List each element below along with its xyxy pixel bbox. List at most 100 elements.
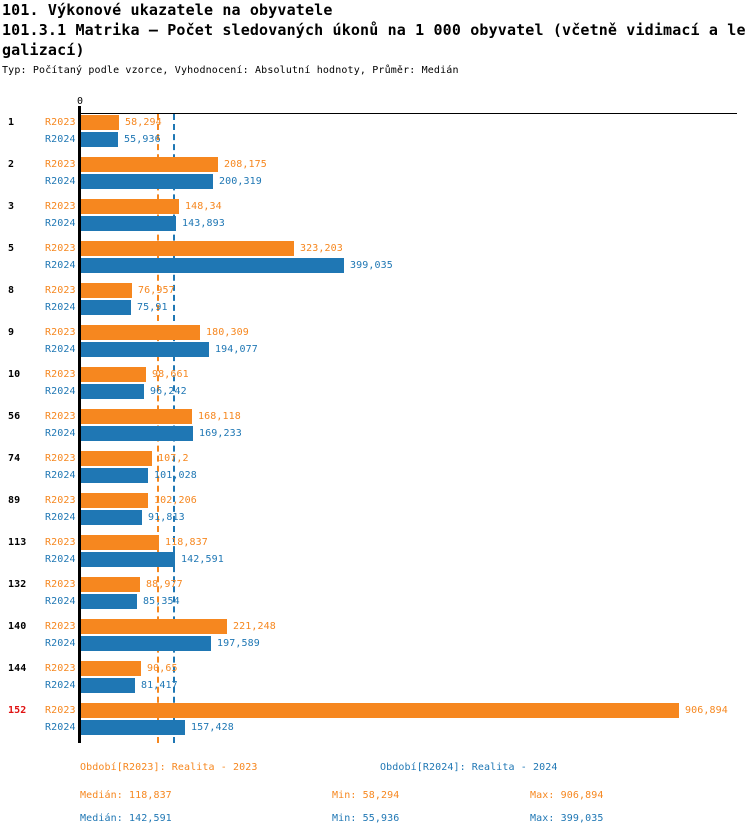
stat-min-r2023: Min: 58,294 — [332, 790, 400, 801]
series-label-r2023: R2023 — [45, 369, 76, 380]
series-label-r2024: R2024 — [45, 218, 76, 229]
bar-r2024 — [81, 510, 142, 525]
bar-r2024 — [81, 132, 118, 147]
y-axis-line — [78, 106, 81, 743]
series-label-r2023: R2023 — [45, 285, 76, 296]
chart-subtitle-line2: galizací) — [2, 41, 85, 59]
series-label-r2023: R2023 — [45, 411, 76, 422]
bar-r2024 — [81, 258, 344, 273]
bar-r2023 — [81, 115, 119, 130]
category-label: 74 — [8, 453, 21, 464]
bar-value-label: 55,936 — [124, 134, 161, 145]
bar-r2023 — [81, 199, 179, 214]
bar-value-label: 148,34 — [185, 201, 222, 212]
bar-value-label: 98,661 — [152, 369, 189, 380]
category-label: 113 — [8, 537, 27, 548]
bar-value-label: 85,354 — [143, 596, 180, 607]
series-label-r2024: R2024 — [45, 344, 76, 355]
bar-value-label: 323,203 — [300, 243, 343, 254]
series-label-r2024: R2024 — [45, 722, 76, 733]
bar-value-label: 168,118 — [198, 411, 241, 422]
stat-median-r2024: Medián: 142,591 — [80, 813, 172, 824]
stat-max-r2023: Max: 906,894 — [530, 790, 604, 801]
bar-value-label: 142,591 — [181, 554, 224, 565]
bar-r2023 — [81, 703, 679, 718]
bar-r2024 — [81, 426, 193, 441]
category-label: 8 — [8, 285, 15, 296]
bar-value-label: 399,035 — [350, 260, 393, 271]
category-label: 5 — [8, 243, 15, 254]
bar-r2024 — [81, 636, 211, 651]
series-label-r2024: R2024 — [45, 638, 76, 649]
series-label-r2023: R2023 — [45, 201, 76, 212]
bar-r2023 — [81, 619, 227, 634]
category-label: 152 — [8, 705, 27, 716]
category-label: 89 — [8, 495, 21, 506]
category-label: 3 — [8, 201, 15, 212]
bar-value-label: 208,175 — [224, 159, 267, 170]
bar-value-label: 81,417 — [141, 680, 178, 691]
series-label-r2024: R2024 — [45, 596, 76, 607]
bar-r2024 — [81, 384, 144, 399]
bar-value-label: 180,309 — [206, 327, 249, 338]
bar-r2023 — [81, 157, 218, 172]
bar-r2023 — [81, 325, 200, 340]
category-label: 144 — [8, 663, 27, 674]
series-label-r2023: R2023 — [45, 159, 76, 170]
category-label: 10 — [8, 369, 21, 380]
series-label-r2024: R2024 — [45, 512, 76, 523]
series-label-r2024: R2024 — [45, 554, 76, 565]
series-label-r2024: R2024 — [45, 260, 76, 271]
bar-r2024 — [81, 174, 213, 189]
series-label-r2023: R2023 — [45, 663, 76, 674]
bar-r2024 — [81, 678, 135, 693]
bar-r2024 — [81, 720, 185, 735]
category-label: 56 — [8, 411, 21, 422]
bar-r2023 — [81, 451, 152, 466]
bar-r2024 — [81, 552, 175, 567]
bar-value-label: 101,028 — [154, 470, 197, 481]
category-label: 140 — [8, 621, 27, 632]
series-label-r2024: R2024 — [45, 302, 76, 313]
series-label-r2024: R2024 — [45, 176, 76, 187]
category-label: 1 — [8, 117, 15, 128]
legend-r2024: Období[R2024]: Realita - 2024 — [380, 762, 558, 773]
bar-value-label: 96,242 — [150, 386, 187, 397]
bar-chart: 0 1 R2023 58,294 R2024 55,936 2 R2023 208,175 R2… — [0, 90, 750, 750]
chart-meta: Typ: Počítaný podle vzorce, Vyhodnocení:… — [2, 65, 459, 76]
series-label-r2024: R2024 — [45, 134, 76, 145]
bar-value-label: 102,206 — [154, 495, 197, 506]
bar-r2024 — [81, 300, 131, 315]
bar-r2023 — [81, 409, 192, 424]
x-axis-line — [78, 113, 737, 114]
bar-r2024 — [81, 594, 137, 609]
series-label-r2023: R2023 — [45, 117, 76, 128]
bar-value-label: 906,894 — [685, 705, 728, 716]
category-label: 132 — [8, 579, 27, 590]
series-label-r2023: R2023 — [45, 327, 76, 338]
bar-r2023 — [81, 367, 146, 382]
bar-value-label: 197,589 — [217, 638, 260, 649]
bar-value-label: 75,91 — [137, 302, 168, 313]
bar-value-label: 200,319 — [219, 176, 262, 187]
bar-value-label: 221,248 — [233, 621, 276, 632]
bar-value-label: 58,294 — [125, 117, 162, 128]
legend-r2023: Období[R2023]: Realita - 2023 — [80, 762, 258, 773]
bar-value-label: 90,65 — [147, 663, 178, 674]
series-label-r2023: R2023 — [45, 537, 76, 548]
bar-value-label: 118,837 — [165, 537, 208, 548]
bar-r2023 — [81, 241, 294, 256]
stat-max-r2024: Max: 399,035 — [530, 813, 604, 824]
page-title: 101. Výkonové ukazatele na obyvatele — [2, 1, 333, 19]
category-label: 9 — [8, 327, 15, 338]
bar-value-label: 76,957 — [138, 285, 175, 296]
bar-r2023 — [81, 577, 140, 592]
bar-value-label: 107,2 — [158, 453, 189, 464]
series-label-r2023: R2023 — [45, 621, 76, 632]
series-label-r2023: R2023 — [45, 495, 76, 506]
series-label-r2024: R2024 — [45, 470, 76, 481]
series-label-r2023: R2023 — [45, 705, 76, 716]
bar-r2023 — [81, 661, 141, 676]
bar-r2023 — [81, 493, 148, 508]
